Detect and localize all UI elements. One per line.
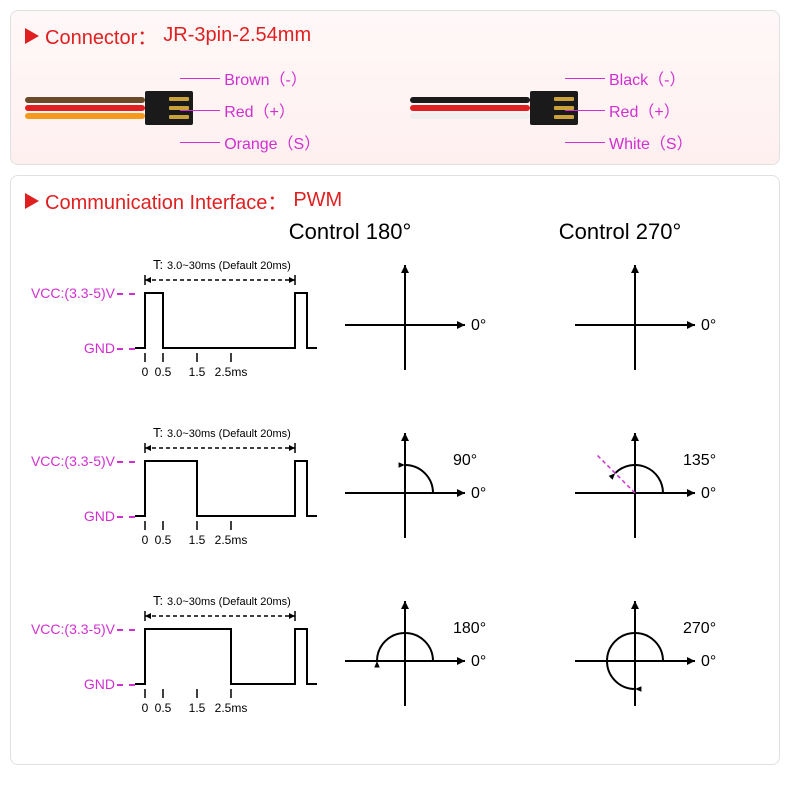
gnd-label: GND bbox=[25, 340, 115, 356]
svg-text:3.0~30ms (Default 20ms): 3.0~30ms (Default 20ms) bbox=[167, 260, 291, 272]
svg-text:0°: 0° bbox=[471, 485, 486, 502]
col-180: Control 180° bbox=[225, 219, 475, 245]
svg-text:0.5: 0.5 bbox=[155, 365, 172, 379]
angle-diagram: 0° bbox=[535, 245, 765, 395]
pin-label: Brown（-） bbox=[180, 66, 307, 90]
svg-text:0: 0 bbox=[142, 701, 149, 715]
svg-text:0°: 0° bbox=[471, 317, 486, 334]
angle-diagram: 0° 180° bbox=[305, 581, 535, 731]
connector-row: Brown（-） Red（+） Orange（S） Black（-） Red（+） Wh… bbox=[25, 58, 765, 158]
svg-text:2.5ms: 2.5ms bbox=[215, 533, 248, 547]
svg-text:3.0~30ms (Default 20ms): 3.0~30ms (Default 20ms) bbox=[167, 596, 291, 608]
svg-text:135°: 135° bbox=[683, 452, 716, 469]
svg-text:T:: T: bbox=[153, 257, 163, 272]
triangle-icon bbox=[25, 193, 39, 209]
svg-text:0.5: 0.5 bbox=[155, 533, 172, 547]
svg-text:270°: 270° bbox=[683, 620, 716, 637]
svg-text:0°: 0° bbox=[701, 485, 716, 502]
pwm-waveform: VCC:(3.3-5)V GND T: 3.0~30ms (Default 20ms)… bbox=[25, 581, 305, 731]
svg-text:0°: 0° bbox=[701, 653, 716, 670]
pin-label: Red（+） bbox=[180, 98, 295, 122]
pwm-waveform: VCC:(3.3-5)V GND T: 3.0~30ms (Default 20ms)… bbox=[25, 413, 305, 563]
wire bbox=[25, 113, 145, 119]
comm-body: VCC:(3.3-5)V GND T: 3.0~30ms (Default 20ms)… bbox=[25, 245, 765, 731]
pwm-row: VCC:(3.3-5)V GND T: 3.0~30ms (Default 20ms)… bbox=[25, 413, 765, 563]
svg-text:3.0~30ms (Default 20ms): 3.0~30ms (Default 20ms) bbox=[167, 428, 291, 440]
svg-text:0: 0 bbox=[142, 533, 149, 547]
connector-panel: Connector： JR-3pin-2.54mm Brown（-） Red（+）… bbox=[10, 10, 780, 165]
pin-label: White（S） bbox=[565, 130, 693, 154]
pin-label: Orange（S） bbox=[180, 130, 320, 154]
connector-right: Black（-） Red（+） White（S） bbox=[410, 58, 765, 158]
vcc-label: VCC:(3.3-5)V bbox=[25, 285, 115, 301]
vcc-label: VCC:(3.3-5)V bbox=[25, 621, 115, 637]
connector-header: Connector： JR-3pin-2.54mm bbox=[25, 21, 765, 50]
angle-diagram: 0° bbox=[305, 245, 535, 395]
wire bbox=[25, 105, 145, 111]
comm-columns: Control 180° Control 270° bbox=[25, 219, 765, 245]
svg-text:T:: T: bbox=[153, 593, 163, 608]
gnd-label: GND bbox=[25, 508, 115, 524]
triangle-icon bbox=[25, 28, 39, 44]
col-270: Control 270° bbox=[495, 219, 745, 245]
comm-header-val: PWM bbox=[293, 189, 342, 212]
svg-text:1.5: 1.5 bbox=[189, 533, 206, 547]
svg-text:2.5ms: 2.5ms bbox=[215, 701, 248, 715]
vcc-label: VCC:(3.3-5)V bbox=[25, 453, 115, 469]
pwm-row: VCC:(3.3-5)V GND T: 3.0~30ms (Default 20ms)… bbox=[25, 581, 765, 731]
svg-text:0.5: 0.5 bbox=[155, 701, 172, 715]
angle-diagram: 0° 270° bbox=[535, 581, 765, 731]
angle-diagram: 0° 90° bbox=[305, 413, 535, 563]
svg-text:2.5ms: 2.5ms bbox=[215, 365, 248, 379]
pin-label: Black（-） bbox=[565, 66, 685, 90]
wire bbox=[410, 105, 530, 111]
wire bbox=[410, 97, 530, 103]
svg-text:0°: 0° bbox=[701, 317, 716, 334]
pwm-row: VCC:(3.3-5)V GND T: 3.0~30ms (Default 20ms)… bbox=[25, 245, 765, 395]
svg-text:1.5: 1.5 bbox=[189, 701, 206, 715]
connector-header-key: Connector： bbox=[45, 21, 157, 50]
pin-label: Red（+） bbox=[565, 98, 680, 122]
gnd-label: GND bbox=[25, 676, 115, 692]
comm-header: Communication Interface： PWM bbox=[25, 186, 765, 215]
angle-diagram: 0° 135° bbox=[535, 413, 765, 563]
svg-text:0: 0 bbox=[142, 365, 149, 379]
svg-text:1.5: 1.5 bbox=[189, 365, 206, 379]
connector-header-val: JR-3pin-2.54mm bbox=[163, 24, 311, 47]
comm-header-key: Communication Interface： bbox=[45, 186, 287, 215]
svg-text:T:: T: bbox=[153, 425, 163, 440]
svg-text:90°: 90° bbox=[453, 452, 477, 469]
comm-panel: Communication Interface： PWM Control 180… bbox=[10, 175, 780, 765]
wire bbox=[410, 113, 530, 119]
svg-text:0°: 0° bbox=[471, 653, 486, 670]
pwm-waveform: VCC:(3.3-5)V GND T: 3.0~30ms (Default 20ms)… bbox=[25, 245, 305, 395]
wire bbox=[25, 97, 145, 103]
svg-text:180°: 180° bbox=[453, 620, 486, 637]
connector-left: Brown（-） Red（+） Orange（S） bbox=[25, 58, 380, 158]
